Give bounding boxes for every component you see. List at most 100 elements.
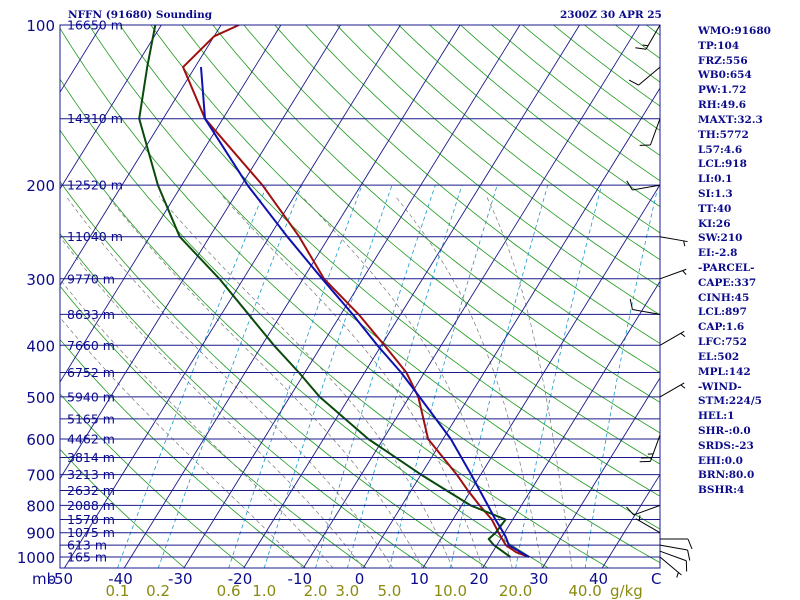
mixing-ratio-label: 1.0 — [252, 582, 276, 600]
index-item: TP:104 — [698, 39, 740, 52]
wind-barb-staff — [632, 309, 661, 315]
wind-barb — [659, 550, 688, 572]
wind-barb-staff — [659, 236, 688, 243]
temperature-tick-label: -20 — [228, 570, 253, 588]
isobar-height-label: 5165 m — [67, 411, 115, 426]
pressure-tick-label: 1000 — [17, 549, 55, 567]
wind-barb-staff — [632, 184, 661, 191]
dry-adiabat — [60, 393, 246, 568]
index-item: MAXT:32.3 — [698, 113, 763, 126]
dry-adiabat — [398, 25, 660, 234]
wind-barb-full — [626, 180, 633, 191]
wind-barb-full — [687, 549, 691, 561]
temperature-tick-label: -30 — [168, 570, 193, 588]
isobar-height-label: 8633 m — [67, 307, 115, 322]
wind-barb — [629, 298, 661, 315]
mixing-ratio-line — [515, 185, 602, 568]
wind-barb-half — [683, 240, 686, 247]
isobar-height-label: 1075 m — [67, 525, 115, 540]
isobar-height-label: 6752 m — [67, 365, 115, 380]
isotherm — [123, 25, 461, 568]
wind-barbs — [626, 24, 693, 578]
pressure-tick-label: 600 — [26, 431, 55, 449]
isotherm — [541, 377, 660, 568]
temperature-tick-label: 10 — [410, 570, 429, 588]
pressure-tick-label: 700 — [26, 467, 55, 485]
wind-barb-half — [642, 44, 649, 47]
moist-adiabat — [60, 236, 364, 568]
isotherm — [243, 25, 581, 568]
wind-barb — [659, 556, 682, 578]
mixing-ratio-unit-label: g/kg — [610, 582, 643, 600]
isobar-height-label: 2088 m — [67, 498, 115, 513]
stability-indices-list: WMO:91680 TP:104 FRZ:556 WB0:654 PW:1.72 RH:4… — [698, 24, 771, 498]
wind-barb — [659, 544, 691, 561]
dry-adiabat — [88, 25, 660, 530]
mixing-ratio-label: 0.2 — [146, 582, 170, 600]
wind-barb-full — [635, 47, 647, 50]
wind-barb — [659, 236, 688, 247]
dry-adiabat — [367, 25, 660, 261]
dry-adiabat — [243, 25, 660, 374]
parcel-trace — [200, 67, 530, 558]
wind-barb — [639, 118, 661, 146]
temperature-tick-label: 0 — [355, 570, 365, 588]
wind-barb-half — [680, 332, 686, 338]
isobar-height-label: 5940 m — [67, 389, 115, 404]
isotherm — [183, 25, 521, 568]
isotherm — [60, 25, 222, 287]
mixing-ratio-line — [117, 184, 268, 568]
index-item: LFC:752 — [698, 336, 747, 349]
dry-adiabat — [521, 25, 660, 132]
index-item: CAPE:337 — [698, 276, 757, 289]
station-title: NFFN (91680) Sounding — [68, 9, 213, 21]
wind-barb-staff — [659, 330, 685, 346]
index-item: TT:40 — [698, 202, 732, 215]
index-item: SRDS:-23 — [698, 439, 754, 452]
wind-barb — [659, 330, 686, 346]
mixing-ratio-label: 0.6 — [217, 582, 241, 600]
dry-adiabat — [429, 25, 660, 208]
index-item: -WIND- — [698, 380, 742, 393]
moist-adiabat — [107, 196, 424, 568]
isotherm — [482, 280, 660, 568]
wind-barb — [635, 515, 661, 534]
wind-barb-half — [647, 453, 654, 455]
pressure-tick-label: 800 — [26, 497, 55, 515]
dry-adiabat — [459, 25, 660, 182]
mixing-ratio-line — [315, 184, 436, 568]
index-item: L57:4.6 — [698, 143, 743, 156]
wind-barb-full — [687, 538, 693, 550]
isotherm — [63, 25, 401, 568]
temperature-tick-label: -40 — [108, 570, 133, 588]
dry-adiabat — [305, 25, 660, 316]
isobar-height-label: 11040 m — [67, 229, 123, 244]
wind-barb-full — [641, 457, 652, 459]
wind-barb-staff — [633, 504, 661, 516]
index-item: LI:0.1 — [698, 173, 733, 186]
dry-adiabat — [274, 25, 660, 344]
pressure-tick-label: 400 — [26, 337, 55, 355]
index-item: EHI:0.0 — [698, 454, 743, 467]
isobar-height-label: 7660 m — [67, 338, 115, 353]
wind-barb-full — [639, 144, 651, 146]
dry-adiabat — [60, 232, 428, 568]
index-item: TH:5772 — [698, 128, 749, 141]
wind-barb-half — [638, 515, 641, 521]
mixing-ratio-line — [228, 184, 363, 568]
dry-adiabat — [490, 25, 660, 156]
wind-barb — [628, 66, 661, 86]
wind-barb-staff — [659, 544, 688, 551]
mixing-ratio-line — [157, 184, 303, 568]
temperature-tick-label: 20 — [469, 570, 488, 588]
dry-adiabat — [60, 338, 307, 568]
isobar-height-label: 4462 m — [67, 432, 115, 447]
isotherm — [601, 473, 660, 568]
isotherm — [60, 25, 162, 190]
label-layer: 16650 m 14310 m 12520 m 11040 m 9770 m 8633 m… — [17, 17, 662, 600]
isobar-height-label: 613 m — [67, 538, 107, 553]
grid-layer — [60, 25, 660, 568]
sounding-time: 2300Z 30 APR 25 — [560, 9, 662, 21]
isotherm — [60, 25, 282, 383]
moist-adiabat — [60, 316, 304, 568]
